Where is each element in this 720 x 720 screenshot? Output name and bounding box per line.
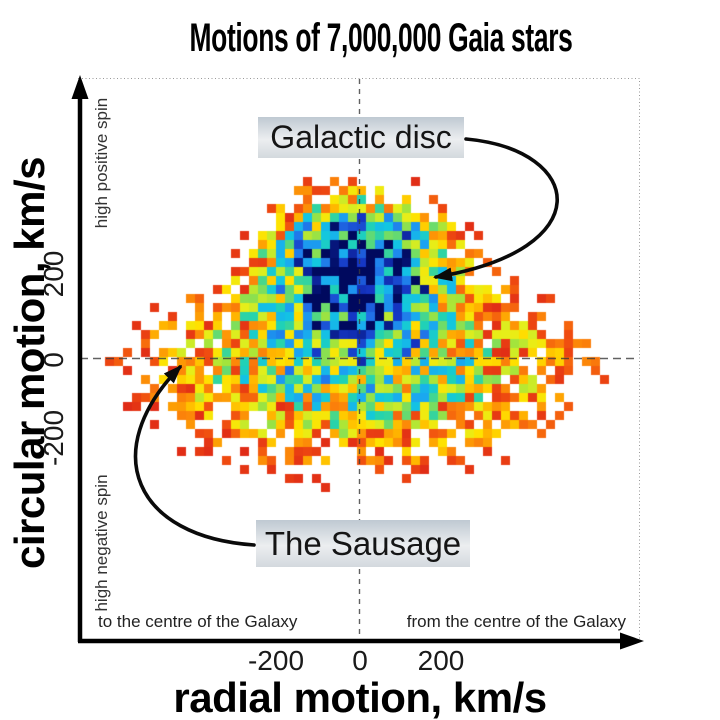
figure-title: Motions of 7,000,000 Gaia stars (189, 16, 573, 60)
x-tick-neg-200: -200 (247, 645, 305, 676)
y-tick-neg-200: -200 (38, 409, 69, 467)
note-from-centre: from the centre of the Galaxy (406, 612, 626, 631)
y-tick-200: 200 (38, 250, 69, 298)
sausage-label: The Sausage (256, 520, 470, 567)
x-tick-200: 200 (417, 645, 465, 676)
note-high-negative-spin: high negative spin (92, 474, 111, 612)
x-tick-0: 0 (352, 645, 368, 676)
galactic-disc-label: Galactic disc (258, 117, 464, 158)
y-tick-0: 0 (38, 352, 69, 368)
note-to-centre: to the centre of the Galaxy (98, 612, 298, 631)
note-high-positive-spin: high positive spin (92, 97, 111, 229)
x-axis-label: radial motion, km/s (173, 674, 547, 720)
